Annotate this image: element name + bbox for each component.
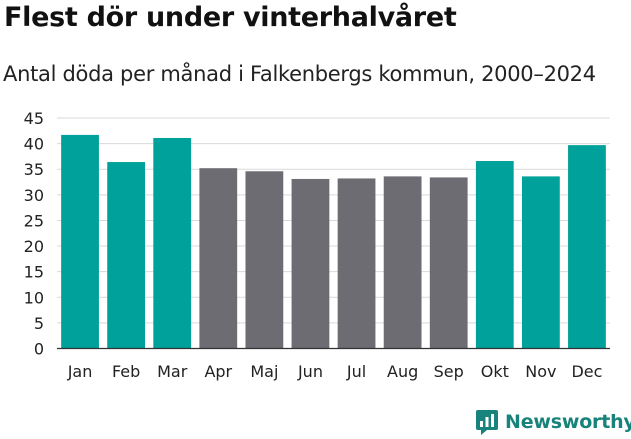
brand-name: Newsworthy — [505, 411, 631, 433]
x-tick-label: Dec — [571, 362, 602, 381]
bar-feb — [107, 162, 146, 349]
y-tick-label: 15 — [24, 263, 44, 282]
x-tick-label: Sep — [434, 362, 464, 381]
x-tick-label: Mar — [157, 362, 188, 381]
y-tick-label: 45 — [24, 109, 44, 128]
x-tick-label: Jun — [297, 362, 323, 381]
y-tick-label: 35 — [24, 160, 44, 179]
y-tick-label: 25 — [24, 211, 44, 230]
x-axis-ticks: Jan Feb Mar Apr Maj Jun Jul Aug Sep Okt Nov Dec — [67, 362, 603, 381]
bar-aug — [383, 176, 422, 349]
bar-apr — [199, 168, 238, 349]
y-tick-label: 30 — [24, 186, 44, 205]
bar-jul — [337, 178, 376, 349]
bar-jan — [61, 134, 99, 349]
gridlines — [57, 117, 610, 324]
bar-okt — [475, 161, 514, 349]
bar-mar — [153, 137, 192, 349]
bar-maj — [245, 171, 284, 349]
y-tick-label: 40 — [24, 135, 44, 154]
bar-nov — [521, 176, 560, 349]
y-tick-label: 20 — [24, 237, 44, 256]
y-tick-label: 0 — [34, 340, 44, 359]
bar-dec — [568, 145, 606, 349]
x-tick-label: Apr — [204, 362, 232, 381]
x-tick-label: Feb — [112, 362, 140, 381]
y-tick-label: 10 — [24, 288, 44, 307]
x-tick-label: Jan — [67, 362, 93, 381]
y-tick-label: 5 — [34, 314, 44, 333]
bar-sep — [429, 177, 468, 349]
chart-subtitle: Antal döda per månad i Falkenbergs kommu… — [3, 62, 596, 86]
chart-title: Flest dör under vinterhalvåret — [4, 2, 457, 33]
newsworthy-logo: Newsworthy — [475, 406, 631, 438]
bar-chart: 0 5 10 15 20 25 30 35 40 45 Jan Feb Mar Apr Maj Jun Jul… — [24, 109, 610, 381]
x-tick-label: Aug — [387, 362, 418, 381]
x-tick-label: Maj — [250, 362, 278, 381]
x-tick-label: Nov — [525, 362, 556, 381]
bars — [61, 134, 606, 349]
x-tick-label: Jul — [346, 362, 366, 381]
y-axis-ticks: 0 5 10 15 20 25 30 35 40 45 — [24, 109, 44, 359]
bar-jun — [291, 178, 330, 349]
x-tick-label: Okt — [481, 362, 509, 381]
newsworthy-chart-icon — [476, 410, 498, 435]
